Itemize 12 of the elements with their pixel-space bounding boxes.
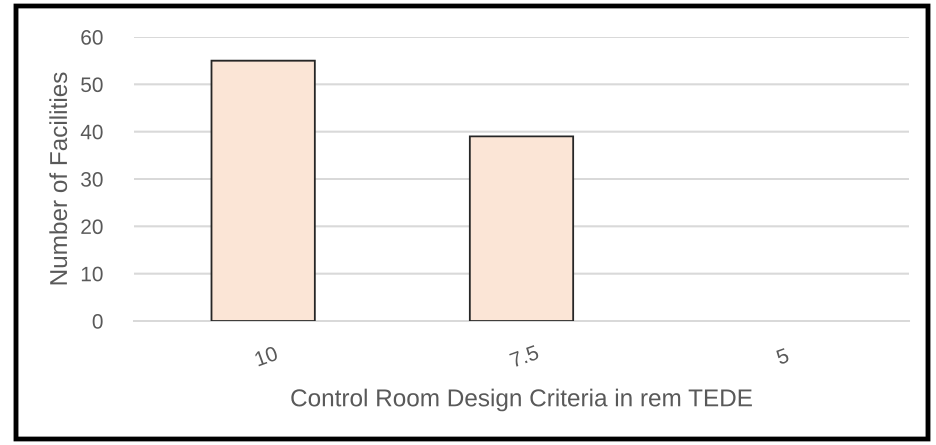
x-tick-label: 5: [775, 348, 790, 365]
y-tick-label: 40: [80, 124, 103, 140]
y-tick-label: 50: [81, 77, 103, 92]
y-tick-label: 10: [82, 266, 103, 282]
y-tick-label: 20: [81, 219, 103, 234]
y-tick-label: 60: [81, 30, 103, 45]
y-tick-label: 0: [92, 314, 103, 329]
x-tick-label: 7.5: [509, 344, 540, 368]
y-axis-title: Number of Facilities: [49, 72, 68, 284]
x-tick-label: 10: [254, 346, 279, 367]
x-axis-title: Control Room Design Criteria in rem TEDE: [291, 388, 752, 412]
y-tick-label: 30: [81, 172, 103, 187]
